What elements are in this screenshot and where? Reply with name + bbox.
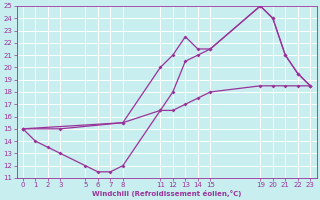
X-axis label: Windchill (Refroidissement éolien,°C): Windchill (Refroidissement éolien,°C) xyxy=(92,190,241,197)
